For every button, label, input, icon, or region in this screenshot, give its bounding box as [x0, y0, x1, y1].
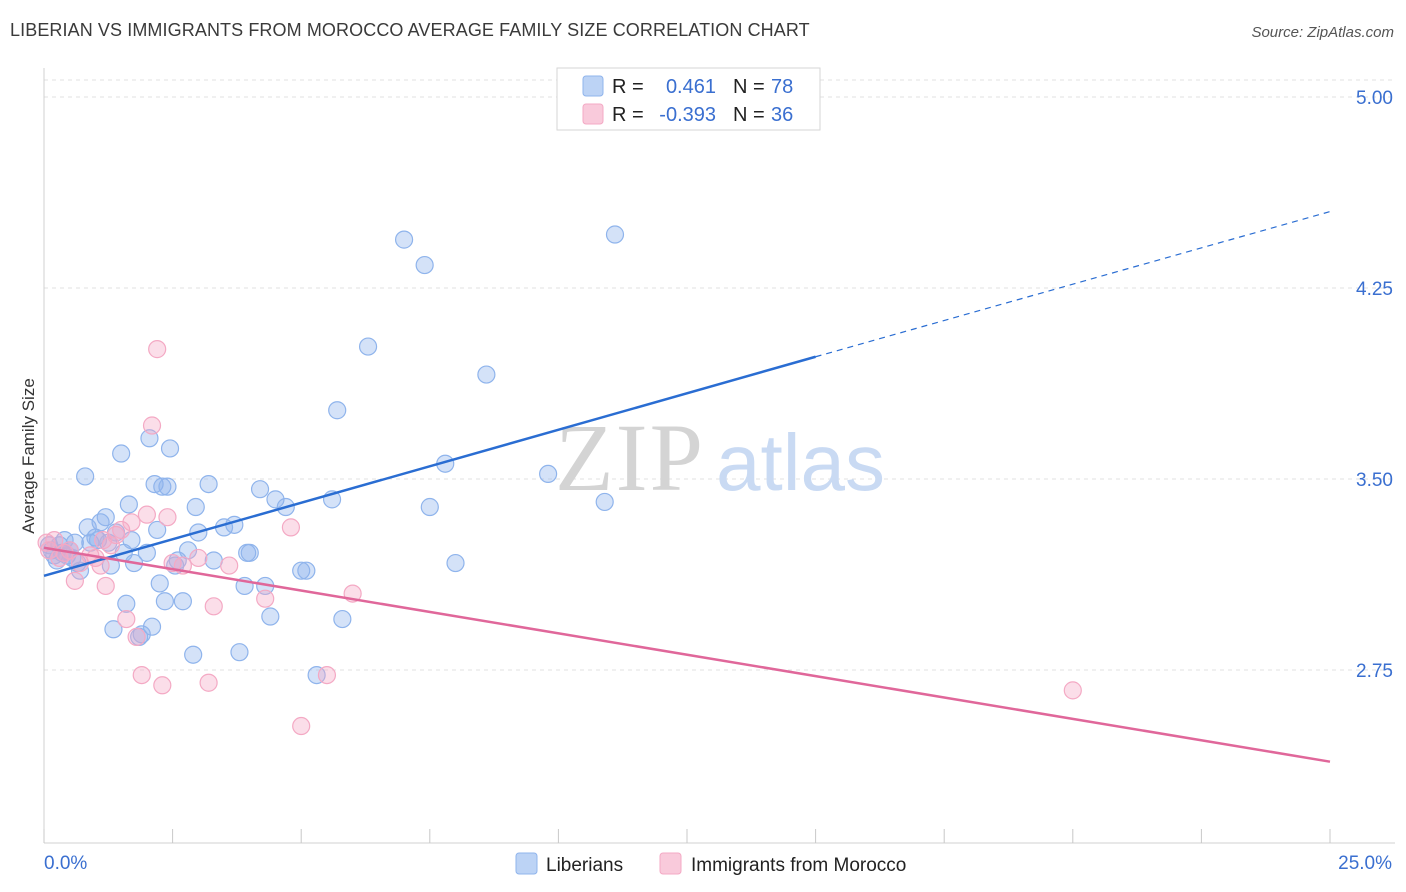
liberians-point-63 [307, 665, 326, 685]
liberians-point-13 [76, 467, 95, 486]
liberians-point-20 [99, 533, 118, 552]
liberians-point-34 [142, 617, 162, 636]
liberians-point-62 [297, 561, 316, 580]
liberians-point-77 [155, 592, 174, 611]
liberians-point-67 [358, 337, 378, 356]
stats-legend: R = 0.461 N = 78 R = -0.393 N = 36 [556, 67, 821, 131]
stats-n-value-morocco: 36 [771, 104, 793, 126]
y-tick-label-1: 3.50 [1356, 470, 1393, 491]
chart-title: LIBERIAN VS IMMIGRANTS FROM MOROCCO AVER… [10, 20, 810, 40]
liberians-point-19 [96, 508, 115, 527]
liberians-point-65 [328, 401, 347, 420]
morocco-point-29 [204, 597, 223, 616]
stats-n-label-1: N = [733, 76, 765, 98]
liberians-point-59 [266, 490, 285, 509]
liberians-point-49 [204, 551, 223, 570]
liberians-point-68 [394, 230, 414, 249]
morocco-point-22 [148, 340, 167, 359]
stats-n-value-liberians: 78 [771, 76, 793, 98]
liberians-point-38 [153, 477, 172, 496]
legend-label-liberians: Liberians [546, 855, 623, 876]
stats-n-label-2: N = [733, 104, 765, 126]
x-tick-label-min: 0.0% [44, 853, 87, 874]
series-legend: Liberians Immigrants from Morocco [515, 852, 906, 876]
morocco-point-15 [112, 520, 131, 540]
morocco-point-31 [256, 589, 275, 608]
series-morocco-points [37, 340, 1082, 736]
liberians-point-26 [117, 594, 136, 613]
liberians-point-36 [148, 520, 167, 540]
stats-r-label-1: R = [612, 76, 644, 98]
liberians-point-61 [292, 561, 311, 580]
liberians-point-31 [132, 625, 151, 644]
trend-line-liberians-extension [815, 211, 1331, 358]
morocco-point-34 [317, 665, 337, 685]
liberians-point-55 [240, 543, 259, 562]
stats-r-value-morocco: -0.393 [659, 104, 716, 126]
liberians-point-46 [186, 497, 205, 517]
morocco-point-32 [281, 518, 301, 537]
liberians-point-18 [91, 513, 110, 532]
y-tick-label-2: 4.25 [1356, 279, 1393, 300]
liberians-point-56 [250, 480, 270, 499]
y-tick-label-0: 2.75 [1356, 661, 1393, 682]
liberians-point-27 [119, 495, 138, 514]
morocco-point-12 [96, 576, 115, 596]
liberians-point-39 [158, 477, 177, 496]
morocco-point-19 [132, 665, 151, 685]
liberians-point-58 [261, 607, 280, 626]
morocco-point-18 [127, 627, 146, 646]
stats-r-value-liberians: 0.461 [666, 76, 716, 98]
legend-label-morocco: Immigrants from Morocco [691, 855, 906, 876]
liberians-point-43 [173, 592, 192, 611]
morocco-point-20 [137, 505, 156, 524]
liberians-point-45 [184, 645, 203, 664]
y-tick-labels: 2.75 3.50 4.25 5.00 [1356, 88, 1393, 682]
stats-legend-swatch-morocco [582, 103, 604, 125]
morocco-point-30 [220, 556, 239, 575]
trend-lines [43, 211, 1331, 763]
axes [43, 68, 1395, 844]
watermark-zip: ZIP [555, 404, 705, 511]
liberians-point-40 [160, 439, 180, 458]
morocco-point-23 [153, 676, 172, 695]
x-tick-label-max: 25.0% [1338, 853, 1392, 874]
liberians-point-70 [420, 497, 439, 517]
liberians-point-75 [595, 492, 614, 512]
trend-line-morocco [43, 546, 1331, 763]
liberians-point-66 [333, 609, 352, 629]
y-tick-label-3: 5.00 [1356, 88, 1393, 109]
liberians-point-52 [230, 643, 249, 662]
legend-swatch-liberians [515, 852, 538, 875]
morocco-point-27 [189, 548, 208, 568]
morocco-point-21 [142, 416, 162, 435]
liberians-point-22 [104, 620, 123, 639]
trend-line-liberians [43, 355, 816, 577]
watermark-atlas: atlas [716, 418, 885, 507]
liberians-point-24 [112, 444, 131, 463]
morocco-point-14 [106, 525, 126, 545]
liberians-point-72 [446, 553, 465, 573]
morocco-point-13 [101, 536, 120, 555]
morocco-point-6 [65, 571, 84, 590]
morocco-point-28 [199, 673, 218, 692]
morocco-point-24 [158, 508, 177, 527]
morocco-point-33 [292, 716, 311, 736]
liberians-point-76 [605, 225, 625, 244]
liberians-point-37 [150, 574, 169, 593]
liberians-point-69 [415, 255, 434, 275]
stats-r-label-2: R = [612, 104, 644, 126]
morocco-point-17 [122, 513, 141, 532]
morocco-point-16 [117, 609, 136, 629]
y-axis-label: Average Family Size [19, 378, 38, 534]
source-label: Source: ZipAtlas.com [1251, 24, 1394, 41]
stats-legend-swatch-liberians [582, 75, 604, 97]
liberians-point-74 [539, 464, 558, 484]
liberians-point-73 [477, 365, 496, 384]
liberians-point-48 [199, 474, 218, 494]
morocco-point-36 [1063, 681, 1082, 700]
legend-swatch-morocco [659, 852, 682, 875]
